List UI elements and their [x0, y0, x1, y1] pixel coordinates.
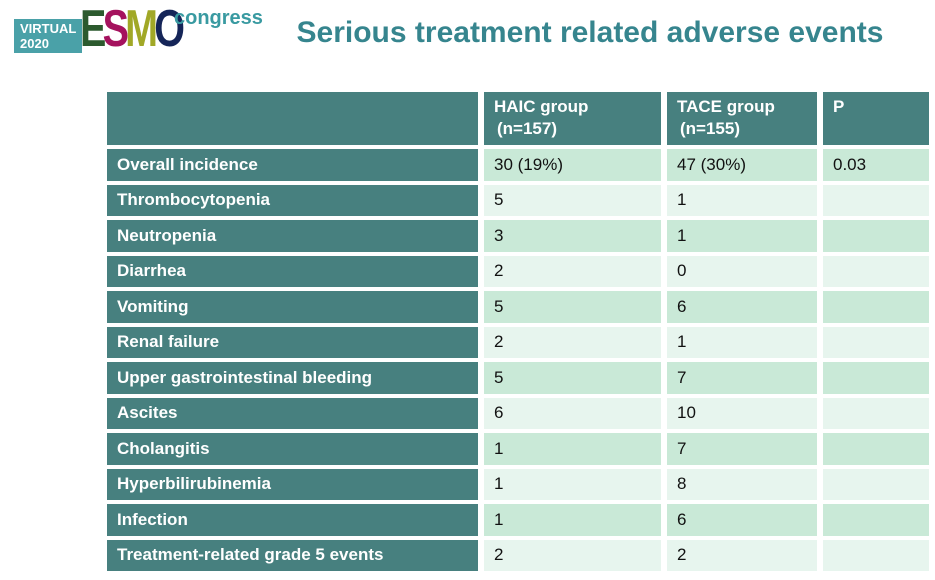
haic-value: 1 [484, 433, 661, 465]
tace-value: 1 [667, 220, 817, 252]
slide-header: VIRTUAL 2020 ESMO congress Serious treat… [0, 0, 935, 88]
row-label: Infection [107, 504, 478, 536]
p-value [823, 397, 929, 429]
row-label: Upper gastrointestinal bleeding [107, 362, 478, 394]
header-label: TACE group [677, 97, 775, 116]
p-value [823, 433, 929, 465]
p-value [823, 220, 929, 252]
row-label: Ascites [107, 397, 478, 429]
esmo-congress-logo: VIRTUAL 2020 ESMO congress [14, 0, 274, 70]
tace-value: 1 [667, 184, 817, 216]
header-cell-tace: TACE group (n=155) [667, 92, 817, 145]
table-row: Infection 1 6 [107, 504, 929, 536]
p-value: 0.03 [823, 149, 929, 181]
esmo-letter: M [125, 0, 158, 58]
p-value [823, 539, 929, 571]
p-value [823, 291, 929, 323]
tace-value: 6 [667, 504, 817, 536]
row-label: Treatment-related grade 5 events [107, 539, 478, 571]
header-cell-empty [107, 92, 478, 145]
table-row: Vomiting 5 6 [107, 291, 929, 323]
haic-value: 3 [484, 220, 661, 252]
p-value [823, 504, 929, 536]
header-label: HAIC group [494, 97, 589, 116]
row-label: Cholangitis [107, 433, 478, 465]
table-row: Cholangitis 1 7 [107, 433, 929, 465]
esmo-letter: S [102, 0, 129, 58]
row-label: Renal failure [107, 326, 478, 358]
table-row: Ascites 6 10 [107, 397, 929, 429]
virtual-year: 2020 [20, 36, 49, 51]
header-cell-haic: HAIC group (n=157) [484, 92, 661, 145]
esmo-letter: O [154, 0, 185, 58]
row-label: Vomiting [107, 291, 478, 323]
haic-value: 1 [484, 504, 661, 536]
tace-value: 8 [667, 468, 817, 500]
header-sublabel: (n=155) [680, 119, 740, 138]
p-value [823, 184, 929, 216]
table-row: Neutropenia 3 1 [107, 220, 929, 252]
tace-value: 7 [667, 362, 817, 394]
p-value [823, 255, 929, 287]
tace-value: 6 [667, 291, 817, 323]
table-row: Renal failure 2 1 [107, 326, 929, 358]
row-label: Overall incidence [107, 149, 478, 181]
congress-label: congress [174, 7, 263, 29]
tace-value: 1 [667, 326, 817, 358]
header-sublabel: (n=157) [497, 119, 557, 138]
haic-value: 2 [484, 255, 661, 287]
table-row: Treatment-related grade 5 events 2 2 [107, 539, 929, 571]
haic-value: 5 [484, 291, 661, 323]
header-cell-p: P [823, 92, 929, 145]
haic-value: 30 (19%) [484, 149, 661, 181]
p-value [823, 326, 929, 358]
table-row: Diarrhea 2 0 [107, 255, 929, 287]
table-row: Thrombocytopenia 5 1 [107, 184, 929, 216]
row-label: Neutropenia [107, 220, 478, 252]
p-value [823, 468, 929, 500]
haic-value: 2 [484, 326, 661, 358]
tace-value: 2 [667, 539, 817, 571]
haic-value: 5 [484, 362, 661, 394]
table-row: Overall incidence 30 (19%) 47 (30%) 0.03 [107, 149, 929, 181]
haic-value: 1 [484, 468, 661, 500]
row-label: Thrombocytopenia [107, 184, 478, 216]
haic-value: 5 [484, 184, 661, 216]
row-label: Diarrhea [107, 255, 478, 287]
adverse-events-table: HAIC group (n=157) TACE group (n=155) P … [107, 92, 929, 571]
tace-value: 47 (30%) [667, 149, 817, 181]
haic-value: 2 [484, 539, 661, 571]
esmo-wordmark: ESMO [80, 0, 185, 59]
haic-value: 6 [484, 397, 661, 429]
header-label: P [833, 97, 845, 116]
row-label: Hyperbilirubinemia [107, 468, 478, 500]
page-title: Serious treatment related adverse events [296, 16, 884, 49]
table-row: Hyperbilirubinemia 1 8 [107, 468, 929, 500]
tace-value: 7 [667, 433, 817, 465]
virtual-2020-badge: VIRTUAL 2020 [14, 19, 82, 53]
esmo-letter: E [80, 0, 106, 58]
table-header-row: HAIC group (n=157) TACE group (n=155) P [107, 92, 929, 145]
p-value [823, 362, 929, 394]
table-row: Upper gastrointestinal bleeding 5 7 [107, 362, 929, 394]
tace-value: 0 [667, 255, 817, 287]
tace-value: 10 [667, 397, 817, 429]
virtual-label: VIRTUAL [20, 21, 77, 36]
